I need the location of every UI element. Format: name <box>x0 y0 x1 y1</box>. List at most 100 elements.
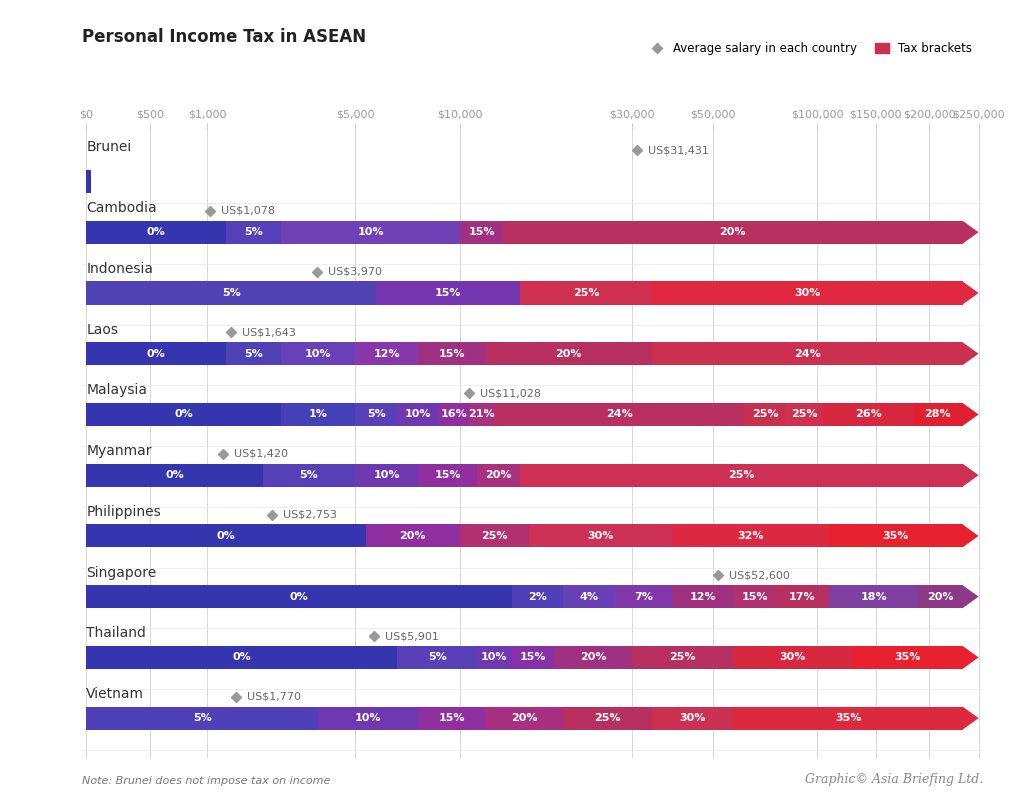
Polygon shape <box>963 281 979 305</box>
Polygon shape <box>963 221 979 243</box>
Bar <box>86 403 282 426</box>
Bar <box>672 525 829 547</box>
Text: 0%: 0% <box>165 470 184 480</box>
Bar <box>282 343 355 365</box>
Bar <box>652 707 733 729</box>
Text: 24%: 24% <box>606 409 633 419</box>
Text: 10%: 10% <box>355 713 381 723</box>
Text: 35%: 35% <box>835 713 861 723</box>
Bar <box>355 463 418 487</box>
Text: 32%: 32% <box>737 531 764 541</box>
Bar <box>376 281 520 305</box>
Text: 4%: 4% <box>580 592 598 601</box>
Bar <box>477 463 520 487</box>
Bar <box>355 403 397 426</box>
Bar <box>786 403 823 426</box>
Text: US$5,901: US$5,901 <box>385 631 438 641</box>
Bar <box>495 403 744 426</box>
Bar <box>86 646 397 669</box>
Text: Laos: Laos <box>86 322 119 337</box>
Text: Graphic© Asia Briefing Ltd.: Graphic© Asia Briefing Ltd. <box>805 773 983 786</box>
Text: Malaysia: Malaysia <box>86 384 147 397</box>
Bar <box>355 343 418 365</box>
Bar <box>563 707 652 729</box>
Bar <box>86 707 318 729</box>
Text: 20%: 20% <box>485 470 512 480</box>
Bar <box>397 403 439 426</box>
Text: Cambodia: Cambodia <box>86 202 157 215</box>
Polygon shape <box>963 463 979 487</box>
Bar <box>460 221 503 243</box>
Text: 21%: 21% <box>468 409 495 419</box>
Text: 2%: 2% <box>527 592 547 601</box>
Text: 20%: 20% <box>927 592 953 601</box>
Text: US$52,600: US$52,600 <box>729 571 790 580</box>
Text: 24%: 24% <box>794 349 820 359</box>
Text: 17%: 17% <box>790 592 816 601</box>
Bar <box>86 281 376 305</box>
Text: 25%: 25% <box>792 409 818 419</box>
Text: US$31,431: US$31,431 <box>648 145 709 156</box>
Text: US$1,643: US$1,643 <box>242 327 296 338</box>
Text: 0%: 0% <box>232 652 251 663</box>
Bar <box>913 403 963 426</box>
Bar <box>733 707 963 729</box>
Bar <box>829 525 963 547</box>
Text: Philippines: Philippines <box>86 505 161 519</box>
Text: Thailand: Thailand <box>86 626 146 641</box>
Bar <box>528 525 672 547</box>
Polygon shape <box>963 707 979 729</box>
Text: 10%: 10% <box>357 227 384 237</box>
Text: 15%: 15% <box>438 713 465 723</box>
Text: Indonesia: Indonesia <box>86 262 154 276</box>
Bar <box>439 403 469 426</box>
Text: 10%: 10% <box>305 349 332 359</box>
Text: 15%: 15% <box>435 288 462 298</box>
Bar <box>520 463 963 487</box>
Text: 20%: 20% <box>720 227 745 237</box>
Text: 0%: 0% <box>174 409 194 419</box>
Polygon shape <box>963 343 979 365</box>
Bar <box>614 585 672 609</box>
Text: 15%: 15% <box>434 470 461 480</box>
Bar <box>485 343 652 365</box>
Bar <box>652 281 963 305</box>
Text: US$2,753: US$2,753 <box>283 509 337 520</box>
Text: 20%: 20% <box>511 713 538 723</box>
Bar <box>460 525 528 547</box>
Text: 5%: 5% <box>300 470 318 480</box>
Text: 0%: 0% <box>146 227 166 237</box>
Text: 5%: 5% <box>193 713 212 723</box>
Text: 1%: 1% <box>309 409 328 419</box>
Polygon shape <box>963 646 979 669</box>
Bar <box>226 221 282 243</box>
Text: 25%: 25% <box>594 713 621 723</box>
Text: 10%: 10% <box>481 652 508 663</box>
Text: Note: Brunei does not impose tax on income: Note: Brunei does not impose tax on inco… <box>82 776 331 786</box>
Bar <box>733 585 775 609</box>
Text: US$11,028: US$11,028 <box>479 388 541 398</box>
Text: 7%: 7% <box>634 592 652 601</box>
Bar <box>852 646 963 669</box>
Bar <box>86 221 226 243</box>
Text: 20%: 20% <box>556 349 582 359</box>
Text: Vietnam: Vietnam <box>86 688 144 701</box>
Bar <box>733 646 852 669</box>
Text: 5%: 5% <box>367 409 385 419</box>
Text: 25%: 25% <box>752 409 778 419</box>
Bar <box>318 707 418 729</box>
Text: US$1,770: US$1,770 <box>247 692 301 702</box>
Text: US$1,420: US$1,420 <box>233 449 288 459</box>
Text: 0%: 0% <box>217 531 236 541</box>
Text: 12%: 12% <box>689 592 716 601</box>
Text: 5%: 5% <box>245 227 263 237</box>
Polygon shape <box>963 403 979 426</box>
Text: Myanmar: Myanmar <box>86 444 152 458</box>
Text: 12%: 12% <box>374 349 400 359</box>
Bar <box>86 585 512 609</box>
Bar <box>632 646 733 669</box>
Text: 25%: 25% <box>572 288 599 298</box>
Text: 5%: 5% <box>222 288 241 298</box>
Text: 0%: 0% <box>146 349 166 359</box>
Text: Singapore: Singapore <box>86 566 157 580</box>
